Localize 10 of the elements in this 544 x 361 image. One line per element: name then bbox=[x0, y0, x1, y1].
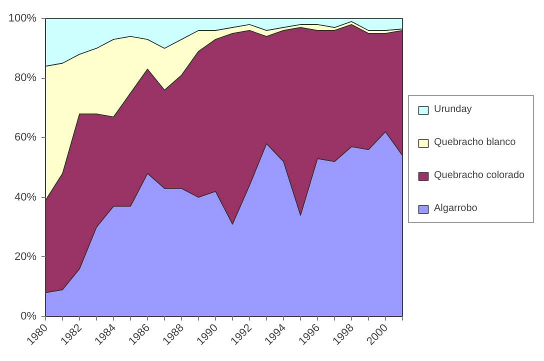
legend-label: Quebracho colorado bbox=[434, 170, 525, 181]
legend-label: Quebracho blanco bbox=[434, 137, 517, 148]
y-tick-label: 60% bbox=[14, 132, 37, 144]
y-tick-label: 80% bbox=[14, 72, 37, 84]
y-tick-label: 20% bbox=[14, 250, 37, 263]
y-tick-label: 40% bbox=[14, 191, 37, 204]
legend-label: Urunday bbox=[434, 104, 473, 115]
y-tick-label: 0% bbox=[20, 310, 37, 322]
legend-label: Algarrobo bbox=[434, 203, 478, 214]
y-tick-label: 100% bbox=[8, 12, 37, 24]
